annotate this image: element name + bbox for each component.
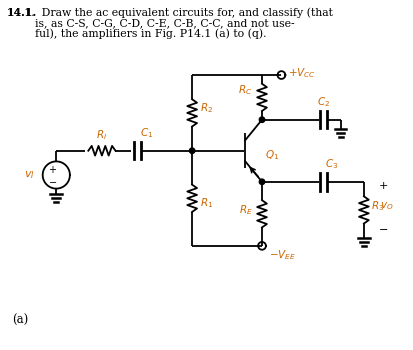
Text: $Q_1$: $Q_1$ [265, 149, 279, 162]
Text: $v_O$: $v_O$ [380, 200, 394, 212]
Text: $+V_{CC}$: $+V_{CC}$ [288, 66, 316, 80]
Text: $v_I$: $v_I$ [24, 169, 35, 181]
Circle shape [190, 148, 195, 153]
Circle shape [259, 117, 265, 122]
Text: +: + [378, 181, 388, 191]
Text: $-V_{EE}$: $-V_{EE}$ [269, 248, 296, 261]
Text: 14.1.: 14.1. [7, 7, 37, 18]
Text: is, as C-S, C-G, C-D, C-E, C-B, C-C, and not use-: is, as C-S, C-G, C-D, C-E, C-B, C-C, and… [7, 18, 294, 28]
Text: 14.1.  Draw the ac equivalent circuits for, and classify (that: 14.1. Draw the ac equivalent circuits fo… [7, 7, 332, 18]
Text: $R_I$: $R_I$ [96, 128, 107, 142]
Text: $C_2$: $C_2$ [317, 95, 330, 109]
Text: $R_1$: $R_1$ [200, 196, 213, 210]
Text: $R_2$: $R_2$ [200, 101, 213, 115]
Text: ful), the amplifiers in Fig. P14.1 (a) to (q).: ful), the amplifiers in Fig. P14.1 (a) t… [7, 28, 266, 39]
Text: +: + [48, 165, 57, 175]
Circle shape [259, 179, 265, 184]
Text: $R_E$: $R_E$ [239, 203, 252, 217]
Text: $C_1$: $C_1$ [140, 126, 153, 140]
Text: (a): (a) [12, 314, 28, 327]
Text: $-$: $-$ [48, 176, 57, 186]
Text: $R_C$: $R_C$ [238, 83, 252, 97]
Text: $R_3$: $R_3$ [371, 199, 384, 213]
Text: $-$: $-$ [378, 223, 389, 233]
Text: $C_3$: $C_3$ [325, 157, 338, 171]
